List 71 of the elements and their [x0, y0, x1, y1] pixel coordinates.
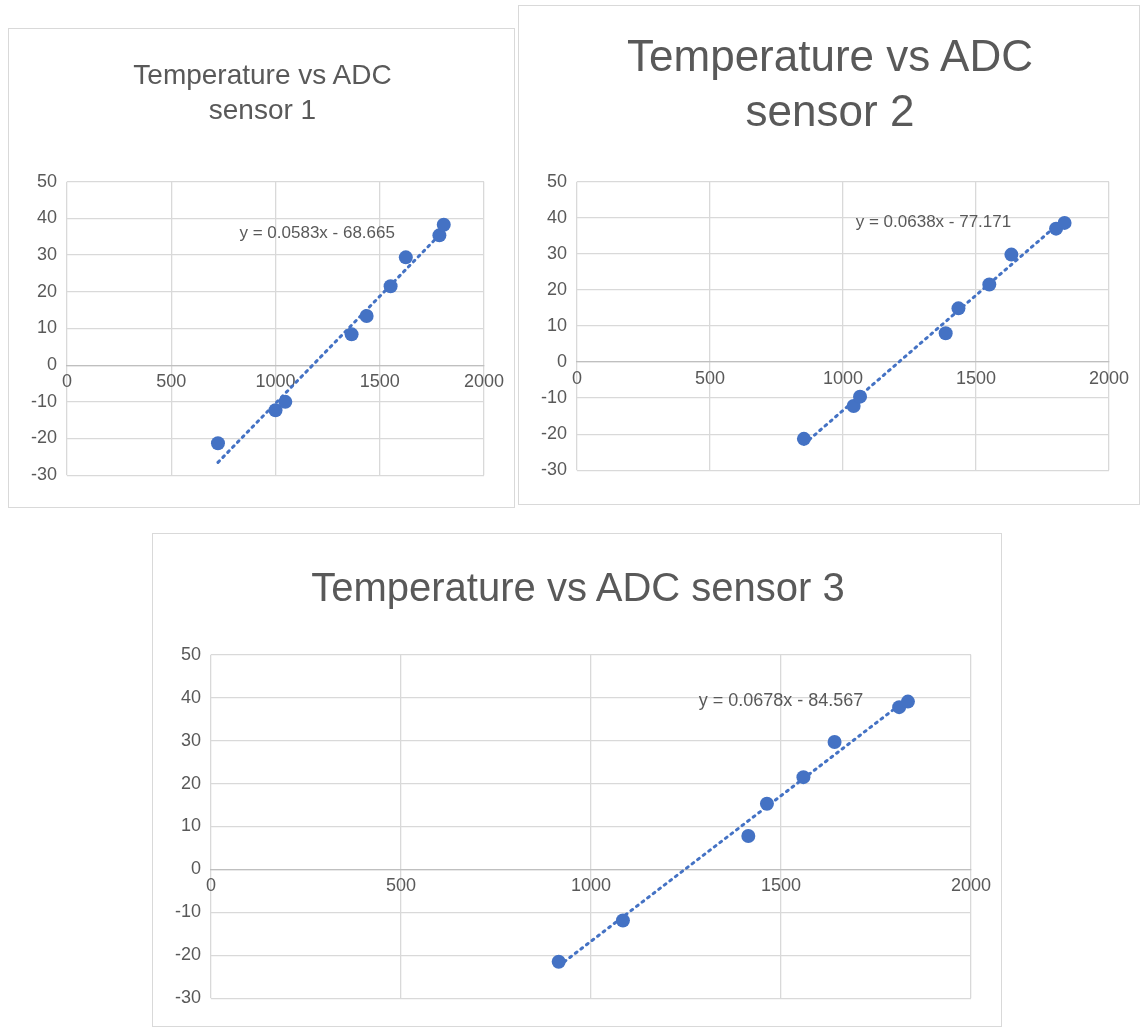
point: [853, 389, 868, 404]
point: [615, 913, 630, 928]
y-tick-label: -30: [175, 987, 202, 1008]
point: [900, 694, 915, 709]
x-tick-label: 1000: [570, 875, 612, 896]
point: [359, 309, 374, 324]
point: [278, 394, 293, 409]
y-tick-label: 50: [180, 643, 202, 664]
point: [210, 436, 225, 451]
point: [268, 403, 283, 418]
x-tick-label: 0: [206, 875, 217, 896]
y-tick-label: 30: [36, 244, 58, 265]
y-tick-label: 40: [36, 207, 58, 228]
point: [951, 301, 966, 316]
y-tick-label: -20: [31, 427, 58, 448]
x-tick-label: 2000: [1088, 367, 1130, 388]
y-tick-label: -10: [541, 387, 568, 408]
point: [1057, 215, 1072, 230]
x-tick-label: 500: [385, 875, 417, 896]
annotation: y = 0.0583x - 68.665: [239, 222, 395, 242]
x-tick-label: 1500: [760, 875, 802, 896]
x-tick-label: 0: [572, 367, 583, 388]
x-tick-label: 2000: [950, 875, 992, 896]
y-tick-label: -20: [175, 944, 202, 965]
chart-title: Temperature vs ADC sensor 3: [310, 564, 846, 611]
y-tick-label: -30: [541, 459, 568, 480]
x-tick-label: 500: [694, 367, 726, 388]
y-tick-label: 20: [180, 772, 202, 793]
annotation: y = 0.0678x - 84.567: [698, 689, 864, 710]
y-tick-label: 40: [180, 686, 202, 707]
y-tick-label: 0: [191, 858, 202, 879]
y-tick-label: 20: [36, 280, 58, 301]
x-tick-label: 500: [156, 370, 187, 391]
point: [398, 250, 413, 265]
point: [796, 431, 811, 446]
point: [827, 734, 842, 749]
point: [759, 796, 774, 811]
y-tick-label: 50: [546, 170, 568, 191]
point: [982, 277, 997, 292]
point: [432, 228, 447, 243]
y-tick-label: 30: [546, 242, 568, 263]
annotation: y = 0.0638x - 77.171: [855, 211, 1012, 231]
point: [1004, 247, 1019, 262]
x-tick-label: 1500: [955, 367, 997, 388]
y-tick-label: -10: [31, 390, 58, 411]
y-tick-label: -10: [175, 901, 202, 922]
x-tick-label: 1500: [359, 370, 400, 391]
y-tick-label: 40: [546, 206, 568, 227]
y-tick-label: 20: [546, 278, 568, 299]
y-tick-label: -30: [31, 464, 58, 485]
y-tick-label: 0: [557, 351, 568, 372]
y-tick-label: 10: [36, 317, 58, 338]
point: [344, 327, 359, 342]
point: [796, 770, 811, 785]
point: [436, 217, 451, 232]
x-tick-label: 1000: [255, 370, 296, 391]
y-tick-label: 10: [180, 815, 202, 836]
chart-title: Temperature vs ADC sensor 2: [626, 30, 1034, 137]
x-tick-label: 1000: [822, 367, 864, 388]
y-tick-label: 50: [36, 170, 58, 191]
y-tick-label: 10: [546, 314, 568, 335]
y-tick-label: 0: [47, 354, 58, 375]
point: [741, 828, 756, 843]
x-tick-label: 2000: [463, 370, 505, 391]
point: [551, 954, 566, 969]
point: [383, 279, 398, 294]
y-tick-label: -20: [541, 423, 568, 444]
y-tick-label: 30: [180, 729, 202, 750]
x-tick-label: 0: [62, 370, 73, 391]
chart-title: Temperature vs ADC sensor 1: [132, 58, 393, 127]
point: [938, 326, 953, 341]
